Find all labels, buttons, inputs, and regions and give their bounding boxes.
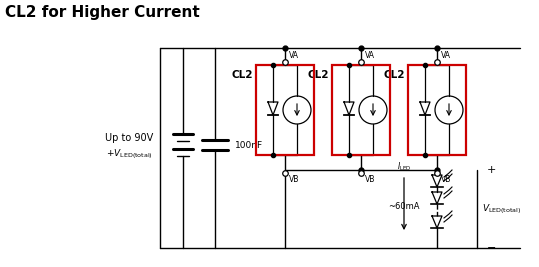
Text: +: +: [487, 165, 496, 175]
Text: VA: VA: [441, 51, 451, 60]
Text: −: −: [487, 243, 496, 253]
Text: CL2: CL2: [308, 70, 329, 80]
Text: VB: VB: [365, 175, 375, 184]
Text: CL2 for Higher Current: CL2 for Higher Current: [5, 5, 200, 20]
Bar: [408, 65, 466, 155]
Bar: [332, 65, 390, 155]
Bar: [256, 65, 314, 155]
Text: CL2: CL2: [384, 70, 405, 80]
Text: $V_{\mathregular{LED(total)}}$: $V_{\mathregular{LED(total)}}$: [482, 202, 521, 216]
Text: $I_{\mathregular{LED}}$: $I_{\mathregular{LED}}$: [397, 160, 411, 173]
Text: $+V_{\mathregular{LED(total)}}$: $+V_{\mathregular{LED(total)}}$: [106, 147, 153, 161]
Text: VB: VB: [441, 175, 451, 184]
Text: Up to 90V: Up to 90V: [105, 133, 153, 143]
Text: VB: VB: [289, 175, 299, 184]
Text: CL2: CL2: [231, 70, 253, 80]
Text: ~60mA: ~60mA: [388, 202, 420, 211]
Text: VA: VA: [365, 51, 375, 60]
Text: 100nF: 100nF: [235, 140, 263, 150]
Text: VA: VA: [289, 51, 299, 60]
